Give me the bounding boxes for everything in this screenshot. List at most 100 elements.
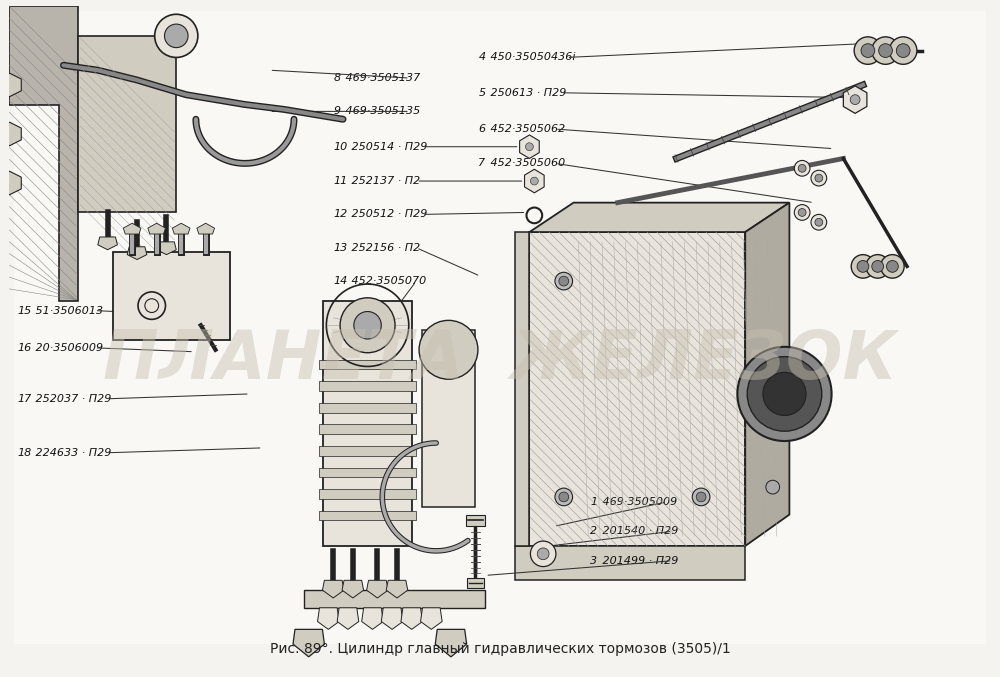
FancyBboxPatch shape [319, 446, 416, 456]
Polygon shape [367, 580, 388, 598]
Circle shape [872, 261, 884, 272]
Text: 250613 · П29: 250613 · П29 [487, 88, 566, 97]
Text: 469·3505135: 469·3505135 [342, 106, 420, 116]
Text: 16: 16 [17, 343, 32, 353]
FancyBboxPatch shape [319, 359, 416, 370]
Text: 224633 · П29: 224633 · П29 [32, 447, 111, 458]
Text: 452·3505070: 452·3505070 [348, 276, 426, 286]
Circle shape [692, 488, 710, 506]
Polygon shape [127, 247, 147, 259]
Text: 469·3505009: 469·3505009 [599, 497, 677, 507]
Polygon shape [0, 171, 21, 195]
FancyBboxPatch shape [422, 330, 475, 507]
Polygon shape [520, 135, 539, 158]
FancyBboxPatch shape [78, 36, 176, 213]
Circle shape [798, 165, 806, 172]
Circle shape [555, 488, 573, 506]
Circle shape [887, 261, 898, 272]
Text: 17: 17 [17, 394, 32, 404]
Polygon shape [293, 630, 324, 657]
Polygon shape [529, 232, 745, 546]
Circle shape [866, 255, 889, 278]
Text: 51·3506013: 51·3506013 [32, 305, 103, 315]
Polygon shape [745, 202, 789, 546]
Circle shape [851, 255, 875, 278]
Circle shape [889, 37, 917, 64]
FancyBboxPatch shape [14, 12, 986, 644]
Text: 18: 18 [17, 447, 32, 458]
Circle shape [763, 372, 806, 416]
FancyBboxPatch shape [319, 424, 416, 434]
Circle shape [530, 541, 556, 567]
Text: 2: 2 [590, 526, 597, 536]
Text: 252037 · П29: 252037 · П29 [32, 394, 111, 404]
Polygon shape [337, 608, 359, 630]
Circle shape [766, 480, 780, 494]
Polygon shape [0, 73, 21, 97]
Polygon shape [421, 608, 442, 630]
FancyBboxPatch shape [319, 489, 416, 499]
Polygon shape [172, 223, 190, 234]
FancyBboxPatch shape [467, 578, 484, 588]
Text: 6: 6 [478, 124, 486, 134]
Circle shape [857, 261, 869, 272]
Polygon shape [401, 608, 423, 630]
Circle shape [530, 177, 538, 185]
Circle shape [850, 95, 860, 104]
Polygon shape [435, 630, 467, 657]
Circle shape [794, 160, 810, 176]
Circle shape [526, 143, 533, 151]
Circle shape [555, 272, 573, 290]
Polygon shape [342, 580, 364, 598]
Circle shape [155, 14, 198, 58]
Text: 252137 · П2: 252137 · П2 [348, 176, 420, 186]
Polygon shape [123, 223, 141, 234]
Circle shape [815, 174, 823, 182]
Circle shape [798, 209, 806, 217]
Circle shape [354, 311, 381, 339]
Circle shape [340, 298, 395, 353]
Circle shape [811, 215, 827, 230]
Circle shape [854, 37, 882, 64]
Polygon shape [157, 242, 176, 255]
Circle shape [794, 204, 810, 220]
Polygon shape [0, 122, 21, 146]
Text: 13: 13 [333, 243, 347, 253]
Circle shape [559, 492, 569, 502]
Circle shape [879, 44, 892, 58]
Circle shape [896, 44, 910, 58]
Text: 452·3505062: 452·3505062 [487, 124, 565, 134]
Polygon shape [381, 608, 403, 630]
Text: 12: 12 [333, 209, 347, 219]
Text: 452·3505060: 452·3505060 [487, 158, 565, 169]
Polygon shape [98, 237, 117, 250]
Circle shape [419, 320, 478, 379]
Text: 10: 10 [333, 141, 347, 152]
Polygon shape [515, 546, 745, 580]
Polygon shape [362, 608, 383, 630]
Text: 1: 1 [590, 497, 597, 507]
Circle shape [164, 24, 188, 47]
Text: 201499 · П29: 201499 · П29 [599, 556, 678, 566]
Text: ПЛАНЕТА  ЖЕЛЕЗОК: ПЛАНЕТА ЖЕЛЕЗОК [103, 326, 897, 393]
FancyBboxPatch shape [323, 301, 412, 546]
Polygon shape [529, 202, 789, 232]
Circle shape [737, 347, 832, 441]
FancyBboxPatch shape [319, 403, 416, 412]
Polygon shape [843, 86, 867, 113]
Circle shape [696, 492, 706, 502]
FancyBboxPatch shape [113, 252, 230, 340]
Text: 5: 5 [478, 88, 486, 97]
FancyBboxPatch shape [319, 510, 416, 521]
Polygon shape [525, 169, 544, 193]
Text: 252156 · П2: 252156 · П2 [348, 243, 420, 253]
FancyBboxPatch shape [304, 590, 485, 608]
Text: 8: 8 [333, 73, 340, 83]
Polygon shape [148, 223, 165, 234]
Text: 7: 7 [478, 158, 486, 169]
Text: 4: 4 [478, 52, 486, 62]
Text: 250514 · П29: 250514 · П29 [348, 141, 427, 152]
Text: 201540 · П29: 201540 · П29 [599, 526, 678, 536]
Text: 9: 9 [333, 106, 340, 116]
Circle shape [811, 170, 827, 186]
